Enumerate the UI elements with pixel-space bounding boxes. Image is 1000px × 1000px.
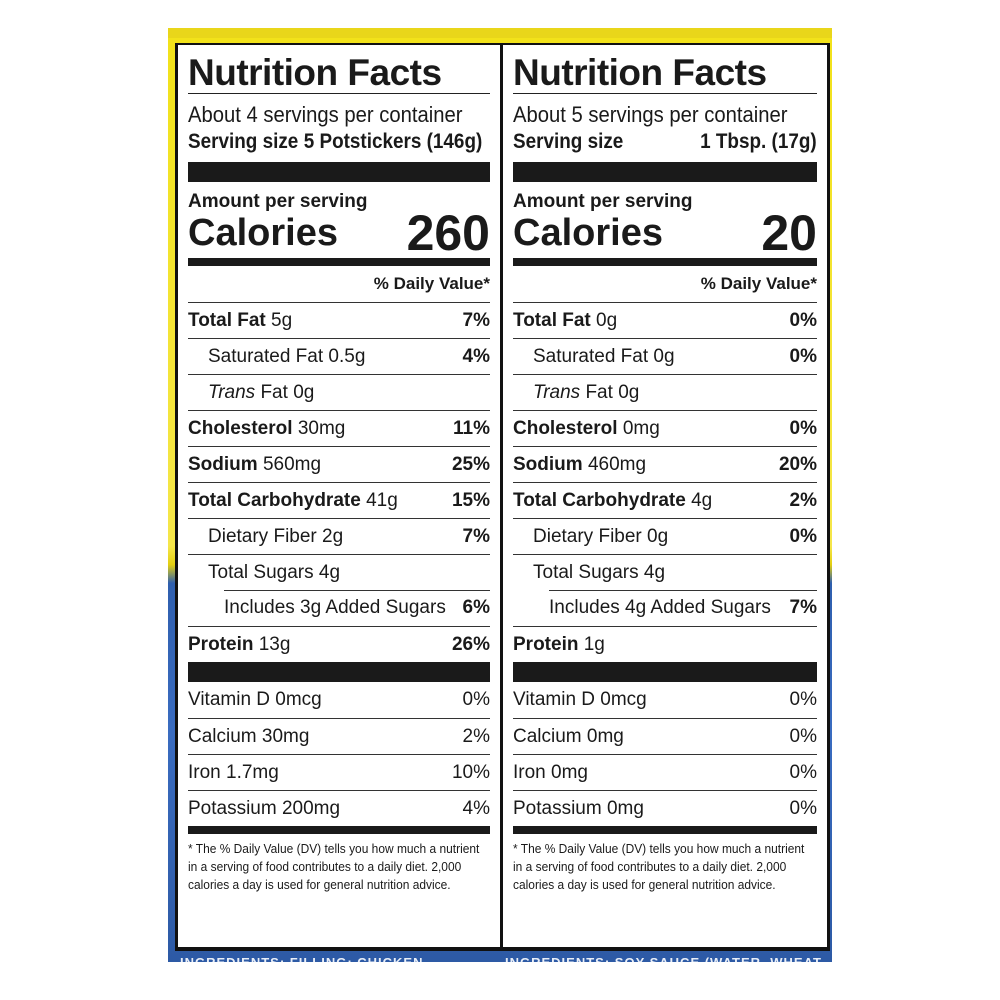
amount-per-serving: Amount per serving	[188, 191, 368, 212]
thick-divider	[513, 162, 817, 182]
medium-divider	[188, 826, 490, 834]
servings-per-container: About 5 servings per container	[513, 102, 788, 127]
nutrient-row: Saturated Fat 0.5g 4%	[188, 338, 490, 374]
thick-divider	[188, 662, 490, 682]
nutrient-row: Protein 1g	[513, 626, 817, 662]
divider	[188, 93, 490, 94]
ingredients-peek-right: INGREDIENTS: SOY SAUCE (WATER, WHEAT	[505, 955, 822, 962]
vitamin-row: Iron 1.7mg 10%	[188, 754, 490, 790]
calories-row: Calories 20	[513, 205, 817, 261]
nutrient-row: Total Fat 0g 0%	[513, 302, 817, 338]
nutrient-row: Total Carbohydrate 41g 15%	[188, 482, 490, 518]
nutrient-row: Total Sugars 4g	[188, 554, 490, 590]
footnote: * The % Daily Value (DV) tells you how m…	[188, 841, 480, 892]
vitamins-section: Vitamin D 0mcg 0% Calcium 0mg 0% Iron 0mg 0…	[513, 682, 817, 826]
nutrient-row: Sodium 560mg 25%	[188, 446, 490, 482]
nutrient-row: Includes 4g Added Sugars 7%	[513, 590, 817, 626]
medium-divider	[188, 258, 490, 266]
nutrient-row: Dietary Fiber 0g 0%	[513, 518, 817, 554]
nutrient-row: Total Fat 5g 7%	[188, 302, 490, 338]
vitamin-row: Vitamin D 0mcg 0%	[188, 689, 490, 710]
vitamin-row: Potassium 0mg 0%	[513, 790, 817, 826]
thick-divider	[513, 662, 817, 682]
vitamin-row: Iron 0mg 0%	[513, 754, 817, 790]
nutrition-labels: Nutrition Facts About 4 servings per con…	[175, 43, 830, 951]
medium-divider	[513, 826, 817, 834]
nutrient-row: Protein 13g 26%	[188, 626, 490, 662]
ingredients-peek-left: INGREDIENTS: FILLING: CHICKEN	[180, 955, 424, 962]
vitamins-section: Vitamin D 0mcg 0% Calcium 30mg 2% Iron 1.7…	[188, 682, 490, 826]
nutrient-row: Includes 3g Added Sugars 6%	[188, 590, 490, 626]
panel-title: Nutrition Facts	[188, 52, 442, 93]
calories-label: Calories	[188, 212, 338, 254]
nutrient-row: Total Sugars 4g	[513, 554, 817, 590]
nutrient-row: Sodium 460mg 20%	[513, 446, 817, 482]
servings-per-container: About 4 servings per container	[188, 102, 463, 127]
calories-row: Calories 260	[188, 205, 490, 261]
nutrition-panel-sauce: Nutrition Facts About 5 servings per con…	[503, 45, 827, 947]
nutrient-row: Total Carbohydrate 4g 2%	[513, 482, 817, 518]
panel-title: Nutrition Facts	[513, 52, 767, 93]
nutrient-row: Trans Fat 0g	[188, 374, 490, 410]
daily-value-header: % Daily Value*	[700, 274, 817, 293]
nutrient-row: Saturated Fat 0g 0%	[513, 338, 817, 374]
medium-divider	[513, 258, 817, 266]
thick-divider	[188, 162, 490, 182]
serving-size: Serving size 1 Tbsp. (17g)	[513, 128, 817, 156]
daily-value-header: % Daily Value*	[373, 274, 490, 293]
amount-per-serving: Amount per serving	[513, 191, 693, 212]
nutrient-row: Cholesterol 30mg 11%	[188, 410, 490, 446]
serving-size-value: 1 Tbsp. (17g)	[700, 130, 817, 153]
vitamin-row: Potassium 200mg 4%	[188, 790, 490, 826]
calories-label: Calories	[513, 212, 663, 254]
vitamin-row: Calcium 30mg 2%	[188, 718, 490, 754]
serving-size-label: Serving size	[513, 130, 624, 153]
vitamin-row: Calcium 0mg 0%	[513, 718, 817, 754]
nutrient-row: Cholesterol 0mg 0%	[513, 410, 817, 446]
calories-value: 260	[406, 205, 490, 261]
footnote: * The % Daily Value (DV) tells you how m…	[513, 841, 805, 892]
serving-size-label: Serving size	[188, 130, 299, 153]
serving-size: Serving size 5 Potstickers (146g)	[188, 128, 490, 156]
calories-value: 20	[761, 205, 817, 261]
nutrient-row: Dietary Fiber 2g 7%	[188, 518, 490, 554]
package-top-strip	[168, 28, 832, 40]
vitamin-row: Vitamin D 0mcg 0%	[513, 689, 817, 710]
divider	[513, 93, 817, 94]
serving-size-value: 5 Potstickers (146g)	[303, 130, 483, 153]
nutrient-row: Trans Fat 0g	[513, 374, 817, 410]
nutrition-panel-potstickers: Nutrition Facts About 4 servings per con…	[178, 45, 500, 947]
